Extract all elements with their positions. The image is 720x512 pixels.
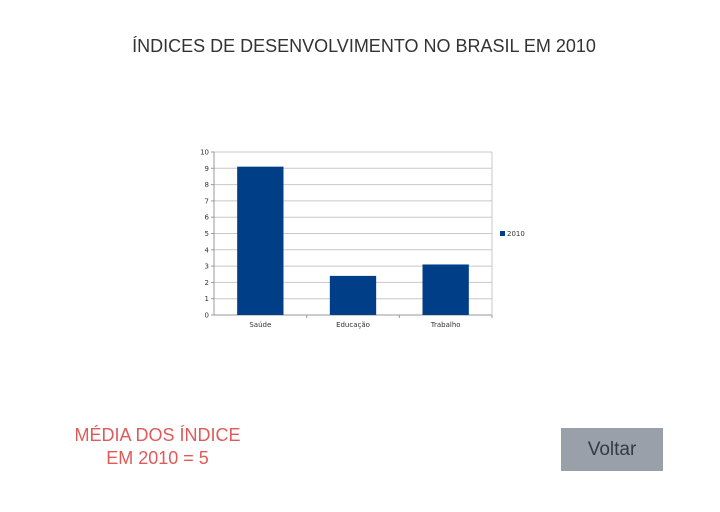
average-summary-line-2: EM 2010 = 5 [106, 448, 209, 468]
y-tick-label: 2 [205, 279, 209, 287]
bar-educação [329, 275, 377, 315]
x-tick-label: Educação [336, 321, 370, 329]
x-tick-label: Saúde [249, 321, 271, 329]
y-tick-label: 3 [205, 263, 209, 271]
y-tick-label: 0 [205, 312, 209, 320]
page-title: ÍNDICES DE DESENVOLVIMENTO NO BRASIL EM … [132, 36, 596, 56]
x-tick-label: Trabalho [430, 321, 461, 329]
average-summary: MÉDIA DOS ÍNDICE EM 2010 = 5 [60, 424, 255, 470]
y-tick-label: 6 [205, 214, 210, 222]
y-tick-label: 10 [200, 149, 209, 157]
legend-label: 2010 [507, 230, 525, 238]
y-tick-label: 5 [205, 230, 209, 238]
average-summary-line-1: MÉDIA DOS ÍNDICE [74, 425, 241, 445]
y-tick-label: 9 [205, 165, 209, 173]
y-tick-label: 1 [205, 295, 209, 303]
back-button[interactable]: Voltar [561, 428, 663, 471]
y-tick-label: 8 [205, 181, 209, 189]
bar-trabalho [422, 264, 469, 315]
y-tick-label: 4 [205, 246, 210, 254]
legend-swatch [500, 231, 505, 236]
y-tick-label: 7 [205, 197, 209, 205]
bar-saúde [237, 166, 284, 315]
bar-chart: 0 1 2 3 4 5 6 7 8 9 10 Saúde Educação Trabalho 2010 [200, 149, 525, 330]
